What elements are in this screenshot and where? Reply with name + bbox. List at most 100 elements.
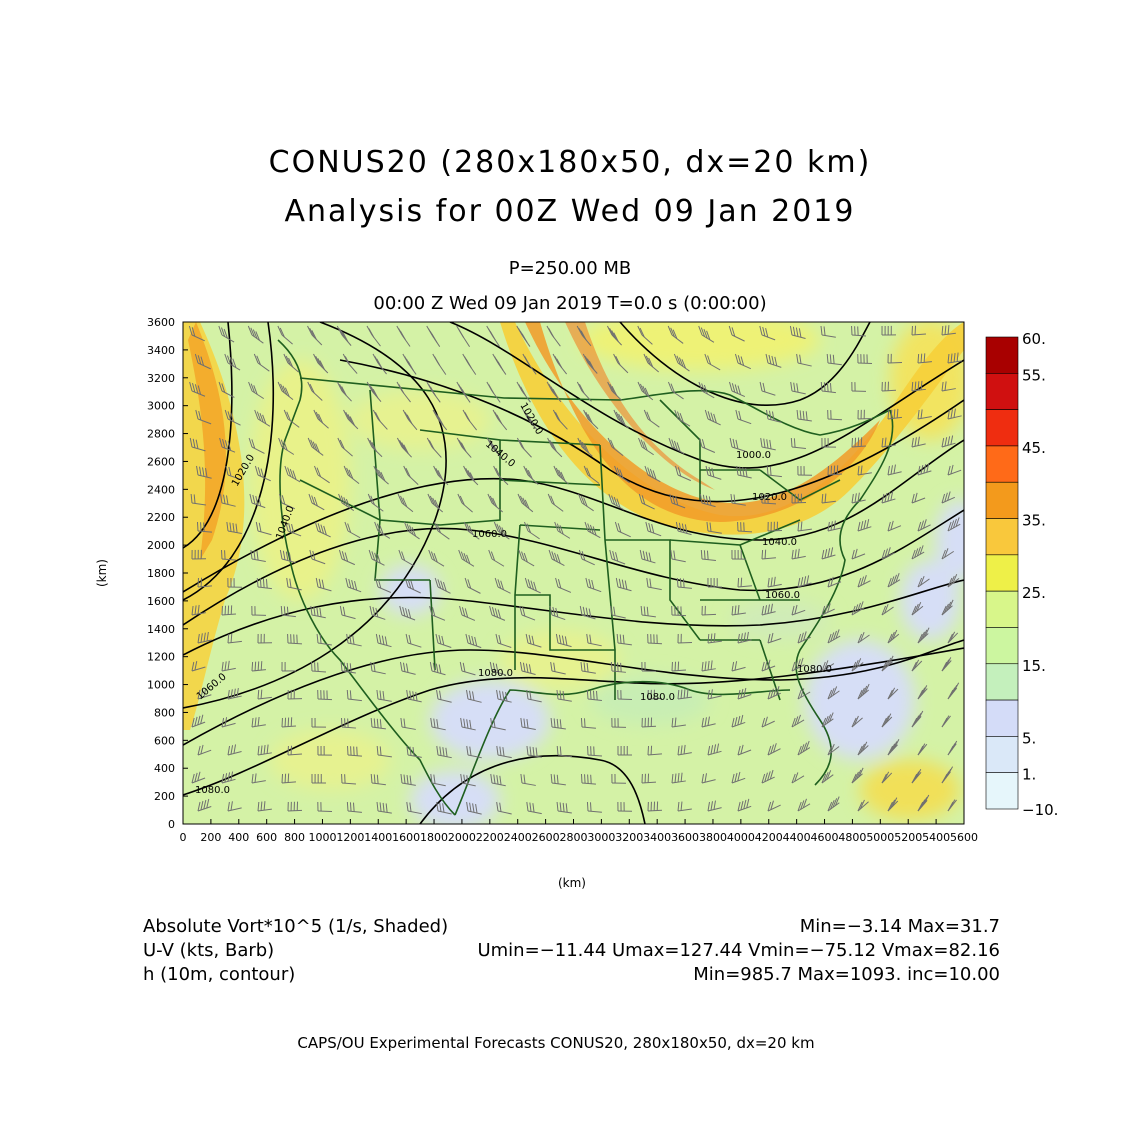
wind-barb xyxy=(516,325,531,347)
shaded-field-label: Absolute Vort*10^5 (1/s, Shaded) xyxy=(143,916,449,937)
wind-barb xyxy=(257,633,273,644)
wind-barb xyxy=(881,547,895,560)
wind-barb xyxy=(308,493,325,511)
wind-barb xyxy=(376,745,392,758)
wind-barb xyxy=(400,717,416,730)
wind-barb xyxy=(887,629,900,644)
wind-barb xyxy=(947,682,960,700)
y-tick-label: 600 xyxy=(154,734,175,747)
barb-field-label: U-V (kts, Barb) xyxy=(143,940,275,961)
x-tick-label: 200 xyxy=(200,831,221,844)
wind-barb xyxy=(580,717,596,729)
wind-barb xyxy=(857,465,872,476)
contour-label: 1000.0 xyxy=(736,450,771,461)
wind-barb xyxy=(459,661,476,676)
wind-barb xyxy=(524,521,540,540)
wind-barb xyxy=(701,773,716,784)
x-tick-label: 1200 xyxy=(336,831,364,844)
wind-barb xyxy=(495,633,512,648)
wind-barb xyxy=(257,801,272,812)
wind-barb xyxy=(227,687,242,700)
wind-barb xyxy=(767,686,781,700)
wind-barb xyxy=(641,773,657,784)
wind-barb xyxy=(254,465,271,482)
wind-barb xyxy=(947,799,957,812)
wind-barb xyxy=(668,437,685,455)
wind-barb xyxy=(402,353,417,375)
wind-barb xyxy=(490,717,506,731)
wind-barb xyxy=(366,381,382,403)
wind-barb xyxy=(706,521,722,534)
wind-barb xyxy=(225,465,242,481)
wind-barb xyxy=(827,686,840,700)
y-tick-label: 200 xyxy=(154,790,175,803)
wind-barb xyxy=(247,325,264,344)
x-tick-label: 2600 xyxy=(532,831,560,844)
wind-barb xyxy=(606,325,623,346)
wind-barb xyxy=(671,661,687,672)
wind-barb xyxy=(646,577,662,591)
wind-barb xyxy=(735,409,752,425)
wind-barb xyxy=(517,493,534,513)
wind-barb xyxy=(338,549,356,566)
wind-barb xyxy=(281,773,296,784)
wind-barb xyxy=(197,744,212,756)
wind-barb xyxy=(647,801,663,812)
wind-barb xyxy=(701,605,717,616)
wind-barb xyxy=(917,409,932,420)
colorbar: 60. 55. 45. 35. 25. 15. 5. 1. −10. xyxy=(985,330,1058,819)
colorbar-swatch xyxy=(985,663,1019,701)
wind-barb xyxy=(614,521,631,538)
wind-barb xyxy=(224,409,241,426)
wind-barb xyxy=(887,408,902,420)
wind-barb xyxy=(761,716,775,728)
wind-barb xyxy=(639,549,656,564)
wind-barb xyxy=(728,325,745,342)
wind-barb xyxy=(857,575,871,588)
wind-barb xyxy=(430,773,446,787)
y-tick-label: 2200 xyxy=(147,511,175,524)
x-tick-label: 2800 xyxy=(560,831,588,844)
wind-barb xyxy=(375,577,392,593)
wind-barb xyxy=(857,799,869,812)
wind-barb xyxy=(430,717,446,731)
x-tick-label: 2200 xyxy=(476,831,504,844)
wind-barb xyxy=(313,409,329,429)
x-tick-label: 5600 xyxy=(950,831,978,844)
x-tick-label: 3200 xyxy=(615,831,643,844)
wind-barb xyxy=(610,605,626,619)
wind-barb xyxy=(851,492,866,504)
wind-barb xyxy=(671,717,686,728)
wind-barb xyxy=(341,717,356,729)
wind-barb xyxy=(347,745,362,757)
wind-barb xyxy=(617,801,633,812)
wind-barb xyxy=(336,325,352,346)
wind-barb xyxy=(827,743,840,756)
wind-barb xyxy=(671,772,686,784)
wind-barb xyxy=(941,766,954,784)
y-tick-label: 3600 xyxy=(147,316,175,329)
wind-barb xyxy=(366,325,381,347)
y-axis: 0 200 400 600 800 1000 1200 1400 1600 1800 2000 220… xyxy=(147,316,188,831)
x-tick-label: 1000 xyxy=(308,831,336,844)
wind-barb xyxy=(221,660,236,672)
wind-barb xyxy=(674,409,691,427)
wind-barb xyxy=(516,437,532,458)
wind-barb xyxy=(372,409,388,430)
wind-barb xyxy=(699,437,716,453)
wind-barb xyxy=(526,745,542,758)
x-tick-label: 4600 xyxy=(811,831,839,844)
colorbar-label: 1. xyxy=(1022,766,1036,784)
wind-barb xyxy=(457,493,473,513)
y-tick-label: 2600 xyxy=(147,455,175,468)
wind-barb xyxy=(345,577,362,593)
wind-barb xyxy=(463,521,480,540)
wind-barb xyxy=(367,437,383,458)
wind-barb xyxy=(791,493,807,504)
wind-barb xyxy=(667,325,684,344)
wind-barb xyxy=(707,743,722,756)
wind-barb xyxy=(881,655,894,672)
wind-barb xyxy=(196,521,212,533)
wind-barb xyxy=(637,381,654,401)
wind-barb xyxy=(731,549,747,560)
